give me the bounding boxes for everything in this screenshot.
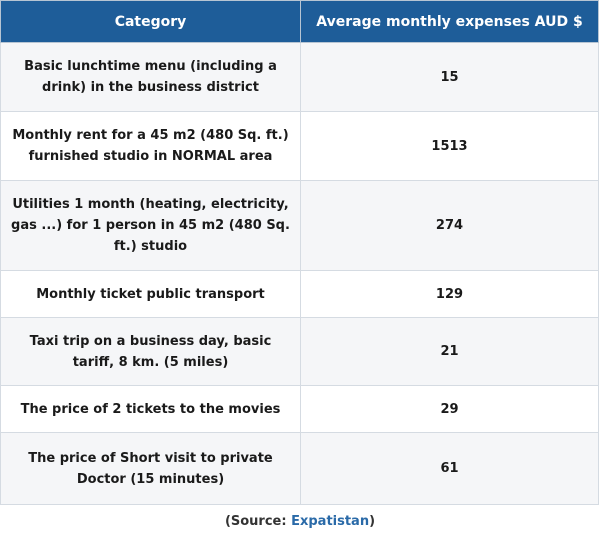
table-row: The price of 2 tickets to the movies 29 — [0, 385, 599, 433]
source-caption: (Source: Expatistan) — [0, 514, 600, 529]
row-category: Monthly rent for a 45 m2 (480 Sq. ft.) f… — [0, 111, 301, 181]
table-row: Monthly ticket public transport 129 — [0, 270, 599, 318]
table-row: Monthly rent for a 45 m2 (480 Sq. ft.) f… — [0, 111, 599, 181]
expenses-table: Category Average monthly expenses AUD $ … — [0, 0, 599, 505]
row-category: Basic lunchtime menu (including a drink)… — [0, 42, 301, 112]
row-value: 274 — [300, 180, 599, 271]
row-category: The price of 2 tickets to the movies — [0, 385, 301, 433]
table-row: Basic lunchtime menu (including a drink)… — [0, 42, 599, 112]
row-value: 129 — [300, 270, 599, 318]
row-value: 61 — [300, 432, 599, 505]
row-category: Monthly ticket public transport — [0, 270, 301, 318]
row-category: The price of Short visit to private Doct… — [0, 432, 301, 505]
source-prefix: (Source: — [224, 514, 292, 529]
row-value: 15 — [300, 42, 599, 112]
source-link[interactable]: Expatistan — [291, 514, 370, 529]
row-value: 1513 — [300, 111, 599, 181]
row-value: 29 — [300, 385, 599, 433]
row-category: Taxi trip on a business day, basic tarif… — [0, 317, 301, 386]
expenses-table-container: Category Average monthly expenses AUD $ … — [0, 0, 599, 505]
table-row: Taxi trip on a business day, basic tarif… — [0, 317, 599, 386]
row-value: 21 — [300, 317, 599, 386]
row-category: Utilities 1 month (heating, electricity,… — [0, 180, 301, 271]
header-category: Category — [0, 0, 301, 43]
source-suffix: ) — [369, 514, 376, 529]
table-row: The price of Short visit to private Doct… — [0, 432, 599, 505]
table-header-row: Category Average monthly expenses AUD $ — [0, 0, 599, 43]
table-row: Utilities 1 month (heating, electricity,… — [0, 180, 599, 271]
header-average-monthly-expenses: Average monthly expenses AUD $ — [300, 0, 599, 43]
